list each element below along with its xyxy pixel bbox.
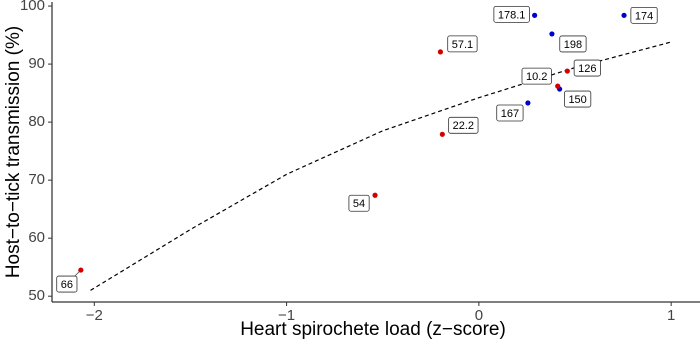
point [564, 68, 570, 74]
point [372, 192, 378, 198]
x-tick-label: 0 [475, 307, 483, 324]
x-tick-label: −2 [86, 307, 103, 324]
label-box [564, 90, 592, 108]
y-tick-label: 70 [28, 171, 45, 188]
point-label: 66 [61, 279, 73, 291]
y-tick-label: 60 [28, 229, 45, 246]
x-axis-title: Heart spirochete load (z−score) [240, 319, 506, 340]
point [532, 12, 538, 18]
label-box [447, 35, 478, 53]
point-label: 174 [635, 10, 653, 22]
label-box [521, 67, 552, 85]
y-tick-label: 90 [28, 55, 45, 72]
label-box [493, 5, 530, 23]
label-box [559, 35, 587, 53]
label-box [448, 116, 479, 134]
point [555, 83, 561, 89]
point [78, 267, 84, 273]
y-tick-label: 100 [20, 0, 45, 14]
point-label: 198 [564, 39, 582, 51]
label-box [630, 6, 658, 24]
point [525, 100, 531, 106]
point-label: 167 [501, 108, 519, 120]
point-label: 126 [578, 63, 596, 75]
point-label: 10.2 [526, 71, 547, 83]
x-tick-label: −1 [278, 307, 295, 324]
point-label: 178.1 [498, 9, 526, 21]
label-box [573, 59, 601, 77]
y-axis-title: Host−to−tick transmission (%) [3, 26, 24, 278]
point [621, 12, 627, 18]
x-tick-label: 1 [667, 307, 675, 324]
point-label: 22.2 [453, 120, 474, 132]
point-label: 54 [353, 198, 365, 210]
point [549, 31, 555, 37]
point [437, 49, 444, 55]
y-tick-label: 50 [28, 287, 45, 304]
point-label: 150 [568, 94, 586, 106]
point-label: 57.1 [452, 39, 473, 51]
label-box [496, 104, 524, 122]
label-box [56, 275, 78, 293]
label-box [348, 194, 370, 212]
y-tick-label: 80 [28, 113, 45, 130]
fit-curve [90, 41, 672, 291]
point [439, 131, 445, 137]
